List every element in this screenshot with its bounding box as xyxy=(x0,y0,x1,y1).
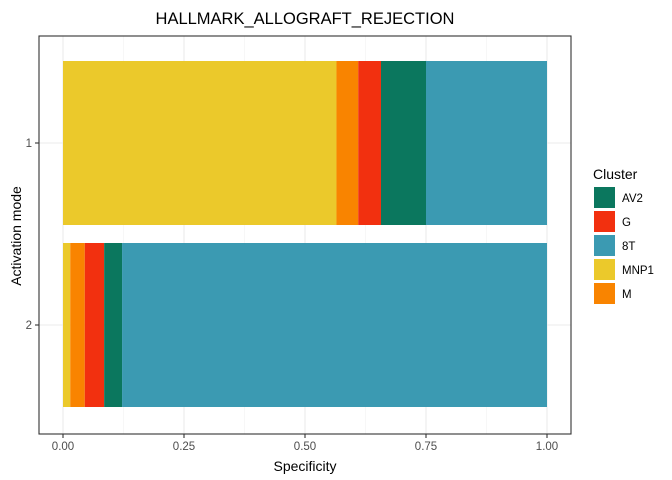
x-tick-label: 1.00 xyxy=(536,441,558,453)
bar-segment-av2-mode-2 xyxy=(104,243,123,407)
chart-title: HALLMARK_ALLOGRAFT_REJECTION xyxy=(156,10,455,28)
legend-label-av2: AV2 xyxy=(622,193,643,205)
legend-label-m: M xyxy=(622,289,632,301)
bar-segment-8t-mode-2 xyxy=(122,243,547,407)
bar-segment-g-mode-1 xyxy=(358,61,381,225)
legend-key-av2 xyxy=(594,187,615,208)
bar-segment-mnp1-mode-2 xyxy=(63,243,71,407)
x-axis: 0.00 0.25 0.50 0.75 1.00 xyxy=(52,434,558,453)
legend-key-mnp1 xyxy=(594,259,615,280)
y-axis-title: Activation mode xyxy=(8,186,24,286)
y-axis: 12 xyxy=(26,138,39,332)
legend-label-8t: 8T xyxy=(622,241,635,253)
legend-key-m xyxy=(594,283,615,304)
legend: Cluster AV2 G 8T MNP1 M xyxy=(593,166,654,304)
legend-label-g: G xyxy=(622,217,631,229)
plot-panel xyxy=(38,35,572,435)
bar-segment-8t-mode-1 xyxy=(426,61,547,225)
legend-title: Cluster xyxy=(593,166,638,182)
y-tick-label-1: 1 xyxy=(26,138,32,150)
bar-segment-m-mode-2 xyxy=(70,243,85,407)
bar-segment-av2-mode-1 xyxy=(380,61,426,225)
legend-label-mnp1: MNP1 xyxy=(622,265,654,277)
x-tick-label: 0.00 xyxy=(52,441,74,453)
x-tick-label: 0.25 xyxy=(173,441,195,453)
x-tick-label: 0.50 xyxy=(294,441,316,453)
y-tick-label-2: 2 xyxy=(26,320,32,332)
legend-key-8t xyxy=(594,235,615,256)
x-tick-label: 0.75 xyxy=(415,441,437,453)
x-axis-title: Specificity xyxy=(273,458,336,474)
bar-segment-g-mode-2 xyxy=(84,243,105,407)
bar-segment-m-mode-1 xyxy=(336,61,359,225)
legend-key-g xyxy=(594,211,615,232)
bar-segment-mnp1-mode-1 xyxy=(63,61,337,225)
